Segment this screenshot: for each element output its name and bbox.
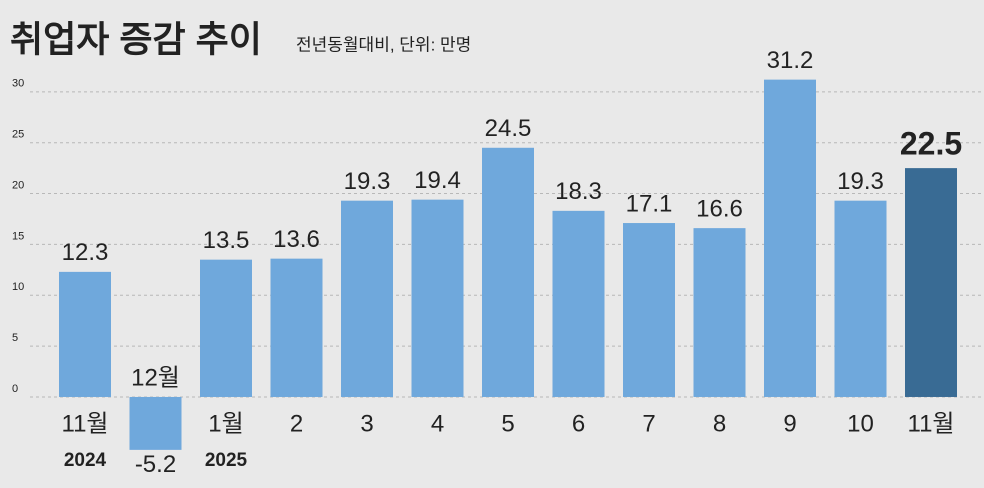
x-tick-label: 4 [431, 410, 444, 437]
y-tick-label: 10 [12, 281, 24, 293]
value-label: 22.5 [900, 126, 962, 162]
bar [834, 200, 887, 397]
y-tick-label: 30 [12, 78, 24, 90]
y-tick-label: 5 [12, 332, 18, 344]
value-label: 19.4 [414, 167, 461, 194]
value-label: 13.6 [273, 226, 320, 253]
chart-title: 취업자 증감 추이 [10, 19, 262, 60]
value-label: 18.3 [555, 178, 602, 205]
value-label: 13.5 [203, 227, 250, 254]
bar [129, 396, 182, 450]
bar [59, 271, 111, 397]
x-tick-label: 7 [642, 410, 655, 437]
value-label: 16.6 [696, 195, 743, 222]
x-tick-label: 2 [290, 410, 303, 437]
y-tick-label: 20 [12, 179, 24, 191]
value-label: -5.2 [135, 451, 176, 478]
x-tick-label: 11월 [62, 410, 109, 437]
x-tick-label: 1월 [208, 410, 243, 437]
bar [905, 168, 957, 397]
x-tick-label: 8 [713, 410, 726, 437]
bar [200, 259, 252, 397]
y-tick-label: 15 [12, 230, 24, 242]
x-tick-label: 6 [572, 410, 585, 437]
year-label: 2025 [205, 450, 248, 471]
y-tick-label: 0 [12, 383, 18, 395]
x-tick-label: 9 [783, 410, 796, 437]
bar [482, 147, 534, 397]
bar [552, 210, 605, 397]
value-label: 24.5 [485, 115, 532, 142]
value-label: 17.1 [626, 190, 673, 217]
bar [411, 199, 464, 397]
value-label: 19.3 [837, 168, 884, 195]
bar [270, 258, 323, 397]
bar [764, 79, 816, 397]
x-tick-label: 12월 [131, 364, 180, 391]
value-label: 12.3 [62, 239, 109, 266]
bar [623, 223, 675, 397]
x-tick-label: 10 [847, 410, 874, 437]
value-label: 19.3 [344, 168, 391, 195]
bar [341, 200, 393, 397]
value-label: 31.2 [767, 47, 814, 74]
x-tick-label: 3 [360, 410, 373, 437]
x-tick-label: 5 [501, 410, 514, 437]
y-tick-label: 25 [12, 129, 24, 141]
year-label: 2024 [64, 450, 107, 471]
bar [693, 228, 746, 397]
x-tick-label: 11월 [908, 410, 955, 437]
chart-subtitle: 전년동월대비, 단위: 만명 [296, 35, 471, 54]
